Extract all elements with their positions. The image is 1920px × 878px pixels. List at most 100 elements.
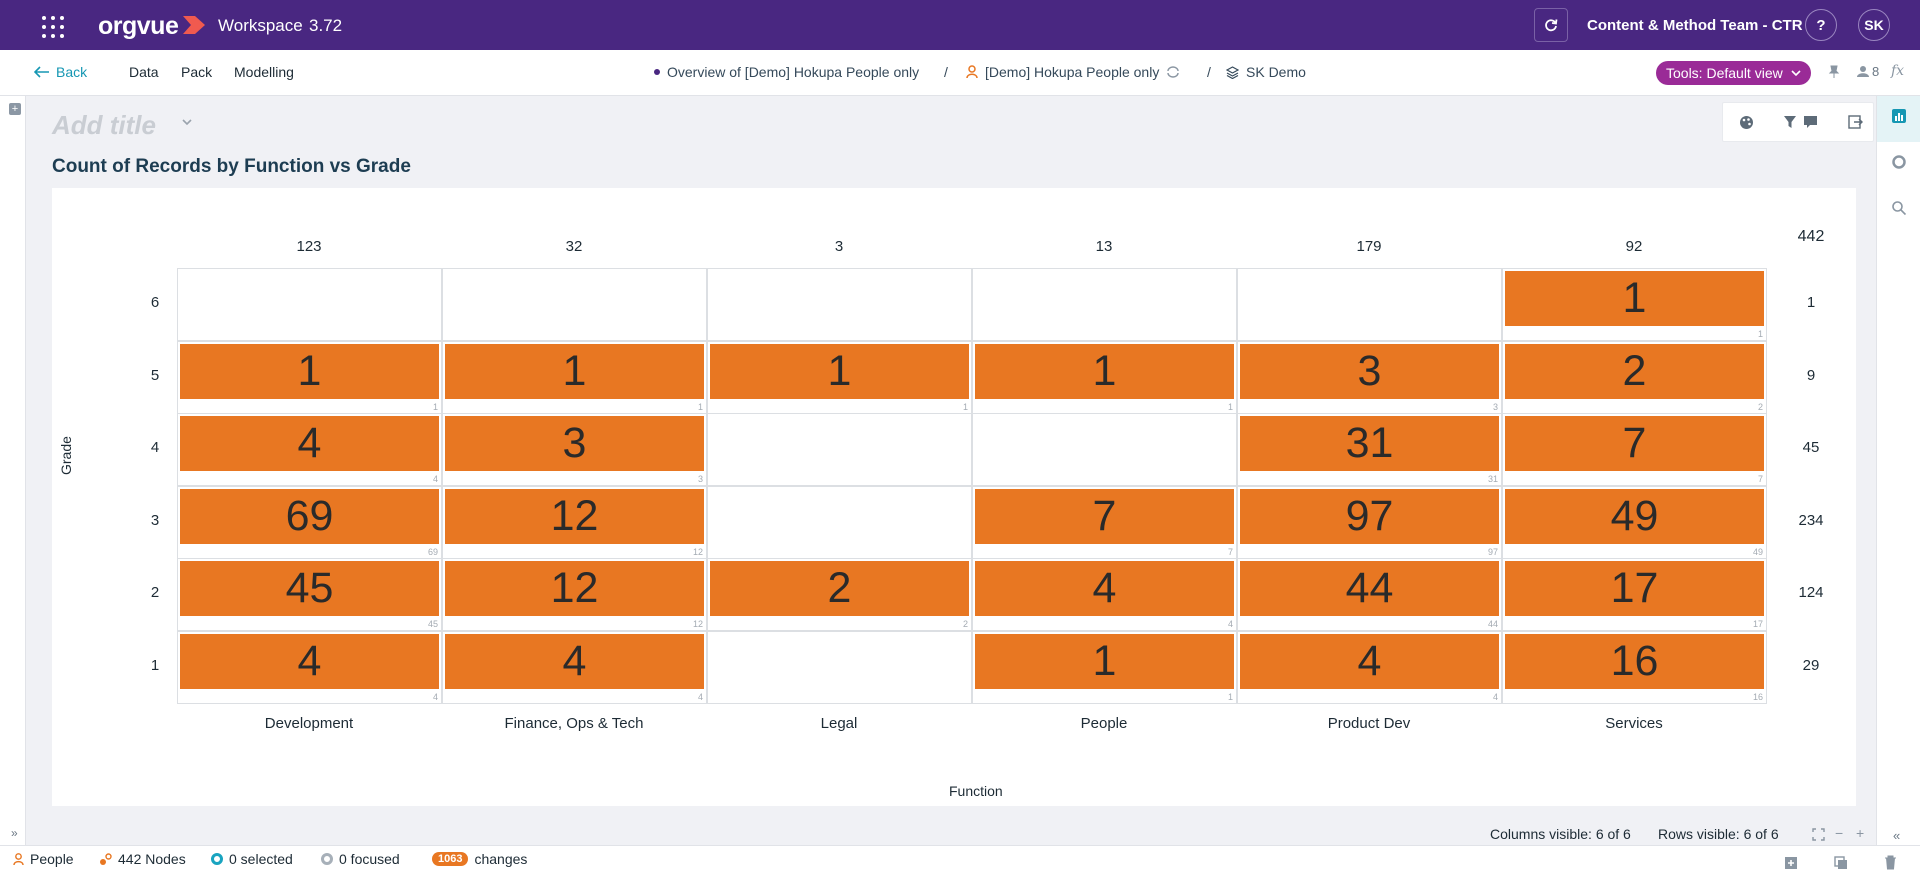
crosstab-cell[interactable] — [442, 268, 707, 341]
zoom-out-button[interactable]: − — [1835, 825, 1844, 841]
crosstab-cell[interactable]: 45 45 — [177, 558, 442, 631]
export-icon[interactable] — [1848, 115, 1863, 129]
bar-mark[interactable]: 12 — [445, 488, 704, 544]
bar-mark[interactable]: 97 — [1240, 488, 1499, 544]
bar-mark[interactable]: 17 — [1505, 561, 1764, 616]
chart-panel-tab[interactable] — [1877, 96, 1920, 142]
bar-mark[interactable]: 16 — [1505, 633, 1764, 689]
copy-icon[interactable] — [1834, 856, 1848, 870]
selected-indicator[interactable]: 0 selected — [211, 851, 293, 867]
bar-mark[interactable]: 4 — [180, 416, 439, 471]
crosstab-cell[interactable] — [707, 413, 972, 486]
search-icon[interactable] — [1891, 200, 1907, 216]
expand-left-icon[interactable]: » — [11, 826, 18, 840]
fullscreen-icon[interactable] — [1812, 828, 1825, 841]
crosstab-cell[interactable] — [972, 413, 1237, 486]
pin-icon[interactable] — [1828, 65, 1840, 79]
bar-mark[interactable]: 45 — [180, 561, 439, 616]
bar-mark[interactable]: 1 — [445, 343, 704, 399]
refresh-button[interactable] — [1534, 8, 1568, 42]
bar-mark[interactable]: 49 — [1505, 488, 1764, 544]
brand-logo[interactable]: orgvue — [98, 12, 179, 40]
crosstab-cell[interactable] — [177, 268, 442, 341]
bar-mark[interactable]: 44 — [1240, 561, 1499, 616]
crosstab-cell[interactable] — [707, 485, 972, 559]
trash-icon[interactable] — [1884, 855, 1897, 870]
crosstab-cell[interactable]: 49 49 — [1502, 485, 1767, 559]
crosstab-cell[interactable]: 31 31 — [1237, 413, 1502, 486]
crosstab-cell[interactable]: 12 12 — [442, 558, 707, 631]
team-selector[interactable]: Content & Method Team - CTR — [1587, 17, 1803, 34]
filter-icon[interactable] — [1783, 115, 1797, 129]
chevron-down-icon[interactable] — [181, 118, 193, 126]
palette-icon[interactable] — [1739, 115, 1754, 130]
bar-mark[interactable]: 7 — [975, 488, 1234, 544]
nav-data[interactable]: Data — [129, 64, 159, 80]
dataset-indicator[interactable]: People — [13, 851, 74, 867]
add-title-input[interactable]: Add title — [52, 110, 156, 140]
breadcrumb-model[interactable]: SK Demo — [1226, 64, 1306, 80]
circle-settings-icon[interactable] — [1891, 154, 1907, 170]
bar-mark[interactable]: 7 — [1505, 416, 1764, 471]
bar-mark[interactable]: 1 — [710, 343, 969, 399]
bar-mark[interactable]: 12 — [445, 561, 704, 616]
crosstab-cell[interactable]: 16 16 — [1502, 630, 1767, 704]
nodes-indicator[interactable]: 442 Nodes — [99, 851, 186, 867]
add-layer-icon[interactable] — [1784, 856, 1798, 870]
bar-mark[interactable]: 69 — [180, 488, 439, 544]
bar-mark[interactable]: 1 — [975, 343, 1234, 399]
crosstab-cell[interactable]: 44 44 — [1237, 558, 1502, 631]
changes-indicator[interactable]: 1063 changes — [432, 851, 527, 867]
app-launcher-icon[interactable] — [41, 15, 65, 39]
add-panel-icon[interactable]: + — [9, 103, 21, 115]
formula-fx-button[interactable]: fx — [1891, 63, 1905, 79]
bar-mark[interactable]: 2 — [1505, 343, 1764, 399]
bar-mark[interactable]: 4 — [180, 633, 439, 689]
bar-mark[interactable]: 1 — [180, 343, 439, 399]
zoom-in-button[interactable]: + — [1856, 825, 1865, 841]
bar-mark[interactable]: 1 — [1505, 271, 1764, 326]
bar-mark[interactable]: 4 — [1240, 633, 1499, 689]
crosstab-cell[interactable]: 69 69 — [177, 485, 442, 559]
crosstab-cell[interactable] — [707, 630, 972, 704]
bar-mark[interactable]: 3 — [445, 416, 704, 471]
bar-mark[interactable]: 3 — [1240, 343, 1499, 399]
bar-mark[interactable]: 1 — [975, 633, 1234, 689]
breadcrumb-dataset[interactable]: [Demo] Hokupa People only — [966, 64, 1180, 80]
crosstab-cell[interactable]: 17 17 — [1502, 558, 1767, 631]
comment-icon[interactable] — [1803, 115, 1818, 129]
crosstab-cell[interactable] — [1237, 268, 1502, 341]
active-users[interactable]: 8 — [1856, 64, 1879, 79]
bar-mark[interactable]: 2 — [710, 561, 969, 616]
bar-mark[interactable]: 31 — [1240, 416, 1499, 471]
breadcrumb-view[interactable]: Overview of [Demo] Hokupa People only — [654, 64, 919, 80]
focused-indicator[interactable]: 0 focused — [321, 851, 400, 867]
help-button[interactable]: ? — [1805, 9, 1837, 41]
crosstab-cell[interactable] — [707, 268, 972, 341]
crosstab-cell[interactable] — [972, 268, 1237, 341]
user-avatar[interactable]: SK — [1858, 9, 1890, 41]
sync-icon[interactable] — [1166, 66, 1180, 78]
nav-modelling[interactable]: Modelling — [234, 64, 294, 80]
bar-mark[interactable]: 4 — [445, 633, 704, 689]
crosstab-cell[interactable]: 97 97 — [1237, 485, 1502, 559]
nav-pack[interactable]: Pack — [181, 64, 213, 80]
collapse-right-icon[interactable]: « — [1893, 828, 1901, 843]
back-button[interactable]: Back — [34, 64, 87, 80]
